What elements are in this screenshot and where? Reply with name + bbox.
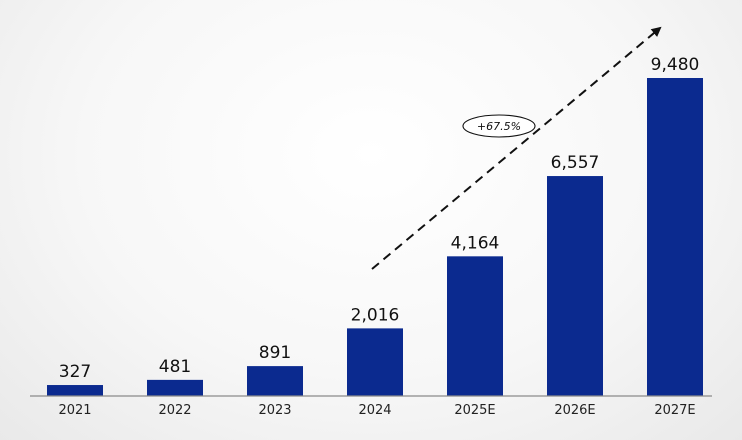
bars-group [47,78,703,396]
bar-2021 [47,385,103,396]
value-label-2025E: 4,164 [451,233,500,253]
value-label-2021: 327 [59,362,91,382]
value-label-2026E: 6,557 [551,153,600,173]
value-label-2024: 2,016 [351,305,400,325]
x-tick-label-2026E: 2026E [554,403,595,418]
bar-2027E [647,78,703,396]
x-tick-label-2027E: 2027E [654,403,695,418]
value-label-2027E: 9,480 [651,55,700,75]
bar-2023 [247,366,303,396]
x-tick-label-2022: 2022 [158,403,191,418]
x-tick-label-2025E: 2025E [454,403,495,418]
growth-annotation-text: +67.5% [477,120,521,133]
bar-2026E [547,176,603,396]
growth-annotation-ellipse [462,114,536,138]
bar-2024 [347,328,403,396]
x-tick-labels-group: 2021 2022 2023 2024 2025E 2026E 2027E [58,403,695,418]
bar-2025E [447,256,503,396]
value-label-2023: 891 [259,343,291,363]
bar-2022 [147,379,203,396]
x-tick-label-2021: 2021 [58,403,91,418]
value-label-2022: 481 [159,357,191,377]
x-tick-label-2023: 2023 [258,403,291,418]
x-tick-label-2024: 2024 [358,403,391,418]
trend-arrow [371,26,662,270]
value-labels-group: 327 481 891 2,016 4,164 6,557 9,480 [59,55,700,382]
